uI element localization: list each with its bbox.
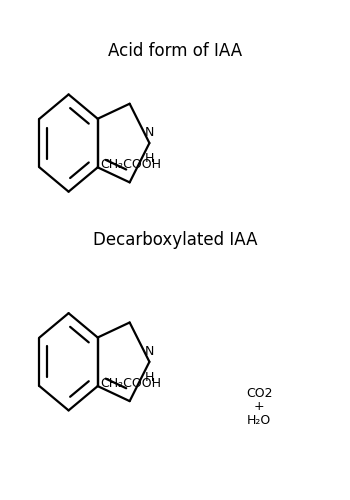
Text: Acid form of IAA: Acid form of IAA xyxy=(108,42,242,60)
Text: Decarboxylated IAA: Decarboxylated IAA xyxy=(93,232,257,250)
Text: N: N xyxy=(145,345,154,358)
Text: H: H xyxy=(145,370,154,384)
Text: +: + xyxy=(254,400,264,413)
Text: CO2: CO2 xyxy=(246,387,272,400)
Text: N: N xyxy=(145,126,154,139)
Text: CH₂COOH: CH₂COOH xyxy=(100,376,161,390)
Text: H₂O: H₂O xyxy=(247,414,271,426)
Text: H: H xyxy=(145,152,154,165)
Text: CH₂COOH: CH₂COOH xyxy=(100,158,161,171)
